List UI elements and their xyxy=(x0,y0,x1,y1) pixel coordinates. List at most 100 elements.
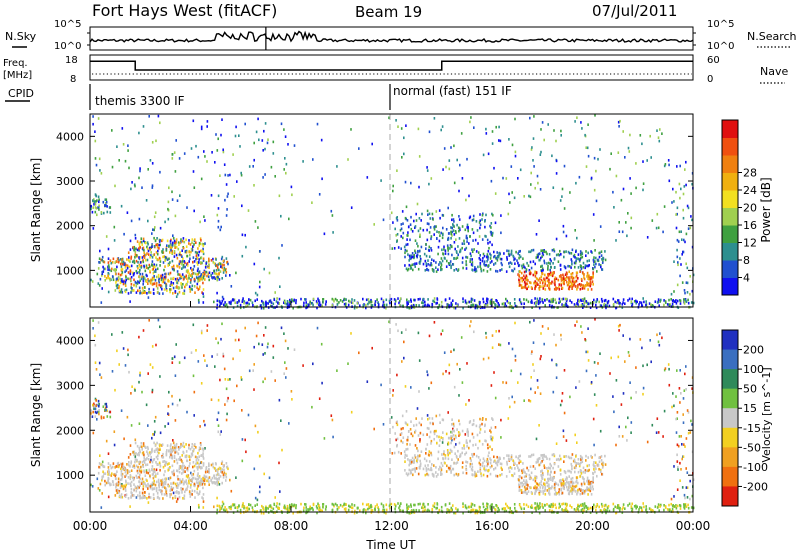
scatter-point xyxy=(264,352,266,355)
scatter-point xyxy=(573,253,576,257)
scatter-point xyxy=(561,303,563,306)
scatter-point xyxy=(573,458,576,462)
scatter-point xyxy=(111,267,113,271)
scatter-point xyxy=(286,302,289,306)
scatter-point xyxy=(230,489,233,493)
scatter-point xyxy=(549,258,551,261)
scatter-point xyxy=(244,326,246,330)
scatter-point xyxy=(128,166,130,170)
scatter-point xyxy=(396,240,398,243)
scatter-point xyxy=(561,491,564,495)
scatter-point xyxy=(156,237,158,240)
scatter-point xyxy=(523,475,526,479)
scatter-point xyxy=(638,303,640,306)
scatter-point xyxy=(154,415,157,419)
scatter-point xyxy=(152,291,155,295)
scatter-point xyxy=(153,433,155,436)
scatter-point xyxy=(530,486,532,490)
scatter-point xyxy=(426,169,429,172)
scatter-point xyxy=(105,198,108,201)
scatter-point xyxy=(358,147,360,150)
scatter-point xyxy=(178,290,181,294)
scatter-point xyxy=(241,459,244,463)
scatter-point xyxy=(286,300,289,303)
scatter-point xyxy=(528,455,530,458)
scatter-point xyxy=(614,300,616,304)
scatter-point xyxy=(182,263,185,267)
scatter-point xyxy=(490,254,492,257)
scatter-point xyxy=(199,237,202,240)
scatter-point xyxy=(607,301,609,305)
scatter-point xyxy=(392,394,394,397)
scatter-point xyxy=(116,277,118,280)
scatter-point xyxy=(203,354,205,357)
scatter-point xyxy=(585,250,587,253)
scatter-point xyxy=(542,485,544,488)
scatter-point xyxy=(553,248,555,251)
scatter-point xyxy=(561,286,564,290)
scatter-point xyxy=(596,298,598,301)
scatter-point xyxy=(120,279,123,283)
scatter-point xyxy=(200,477,202,481)
scatter-point xyxy=(130,219,133,223)
scatter-point xyxy=(101,287,103,290)
scatter-point xyxy=(626,439,628,442)
scatter-point xyxy=(551,154,553,158)
scatter-point xyxy=(451,418,453,421)
scatter-point xyxy=(505,381,508,385)
scatter-point xyxy=(592,258,595,262)
scatter-point xyxy=(577,470,580,474)
scatter-point xyxy=(574,466,577,470)
scatter-point xyxy=(542,301,544,304)
scatter-point xyxy=(482,268,485,272)
scatter-point xyxy=(478,235,481,238)
scatter-point xyxy=(197,451,199,455)
scatter-point xyxy=(525,298,528,302)
scatter-point xyxy=(397,246,400,249)
scatter-point xyxy=(371,346,373,350)
scatter-point xyxy=(425,247,427,250)
scatter-point xyxy=(315,300,318,303)
scatter-point xyxy=(575,480,577,484)
scatter-point xyxy=(129,239,132,243)
scatter-point xyxy=(490,222,493,225)
scatter-point xyxy=(541,272,543,275)
scatter-point xyxy=(155,461,157,464)
scatter-point xyxy=(224,198,226,202)
scatter-point xyxy=(222,473,225,476)
scatter-point xyxy=(430,235,433,238)
nave-tick-low: 0 xyxy=(707,74,713,85)
scatter-point xyxy=(494,221,497,225)
scatter-point xyxy=(412,303,415,307)
scatter-point xyxy=(95,368,98,371)
scatter-point xyxy=(444,457,447,460)
scatter-point xyxy=(489,300,492,303)
scatter-point xyxy=(175,500,178,503)
scatter-point xyxy=(133,464,135,467)
scatter-point xyxy=(122,465,125,468)
scatter-point xyxy=(588,283,590,287)
scatter-point xyxy=(192,268,195,271)
scatter-point xyxy=(500,214,502,217)
scatter-point xyxy=(188,287,191,290)
scatter-point xyxy=(483,254,486,258)
scatter-point xyxy=(163,482,165,486)
scatter-point xyxy=(528,399,530,402)
scatter-point xyxy=(239,349,241,352)
scatter-point xyxy=(311,405,313,409)
scatter-point xyxy=(539,281,541,284)
scatter-point xyxy=(477,456,480,459)
scatter-point xyxy=(159,121,161,125)
scatter-point xyxy=(443,147,446,150)
scatter-point xyxy=(529,455,532,458)
scatter-point xyxy=(518,483,520,486)
scatter-point xyxy=(124,290,127,294)
scatter-point xyxy=(120,268,123,271)
scatter-point xyxy=(222,352,224,356)
scatter-point xyxy=(635,299,637,303)
scatter-point xyxy=(579,454,582,458)
scatter-point xyxy=(426,426,429,430)
scatter-point xyxy=(509,302,511,305)
scatter-point xyxy=(156,448,159,451)
scatter-point xyxy=(147,278,149,281)
